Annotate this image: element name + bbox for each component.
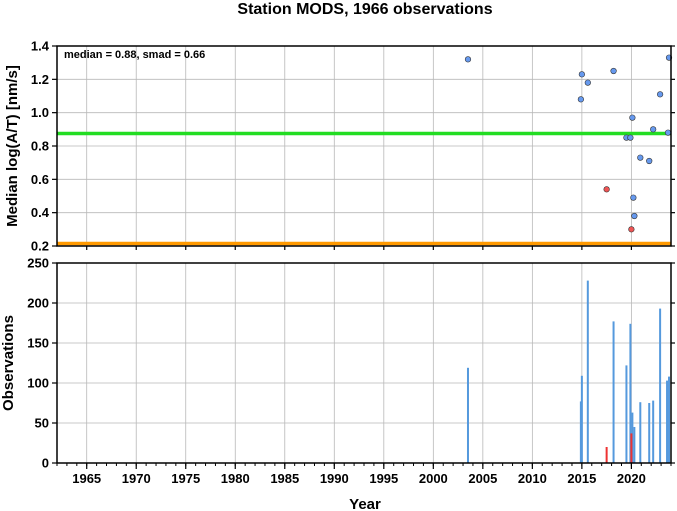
- y-tick-label: 100: [27, 376, 49, 391]
- y-tick-label: 0.4: [31, 205, 50, 220]
- observation-bar: [586, 280, 589, 463]
- top-panel: 0.2 0.4 0.6 0.8 1.0 1.2 1.4 median = 0.88, sma…: [4, 39, 675, 254]
- y-tick-label: 50: [35, 416, 49, 431]
- scatter-point: [464, 56, 472, 63]
- x-tick-label: 1980: [221, 471, 250, 486]
- y-tick-label: 0.2: [31, 239, 49, 254]
- observation-bar: [629, 323, 632, 463]
- bottom-x-ticks: 1965 1970 1975 1980 1985 1990 1995 2000 2005 2010…: [56, 463, 672, 486]
- top-reference-lines: [57, 131, 671, 246]
- observation-bar: [605, 447, 608, 463]
- y-tick-label: 200: [27, 296, 49, 311]
- top-y-ticks: 0.2 0.4 0.6 0.8 1.0 1.2 1.4: [31, 39, 675, 254]
- scatter-point: [628, 226, 635, 233]
- y-tick-label: 1.2: [31, 72, 49, 87]
- bottom-y-ticks: 0 50 100 150 200 250: [27, 256, 675, 471]
- scatter-point: [584, 79, 591, 86]
- scatter-point: [664, 129, 672, 136]
- scatter-point: [657, 91, 664, 98]
- scatter-point: [646, 157, 653, 165]
- observation-bar: [580, 375, 583, 463]
- observation-bar: [648, 403, 651, 463]
- scatter-point: [578, 71, 585, 78]
- x-tick-label: 1965: [72, 471, 101, 486]
- scatter-point: [631, 212, 638, 220]
- y-tick-label: 0: [42, 456, 49, 471]
- x-tick-label: 2000: [419, 471, 448, 486]
- y-tick-label: 1.4: [31, 39, 50, 54]
- top-y-axis-label: Median log(A/T) [nm/s]: [4, 65, 21, 227]
- x-tick-label: 1995: [369, 471, 398, 486]
- bottom-frame: [56, 262, 672, 464]
- observation-bar: [639, 402, 642, 463]
- y-tick-label: 250: [27, 256, 49, 271]
- bottom-y-axis-label: Observations: [0, 315, 17, 411]
- observation-bar: [666, 380, 669, 463]
- x-axis-label: Year: [349, 496, 381, 511]
- top-grid: [57, 45, 671, 247]
- x-tick-label: 2005: [468, 471, 497, 486]
- x-tick-label: 1990: [320, 471, 349, 486]
- chart-title: Station MODS, 1966 observations: [237, 1, 492, 18]
- scatter-point: [603, 186, 610, 193]
- stats-annotation: median = 0.88, smad = 0.66: [64, 49, 205, 61]
- observation-bar: [625, 365, 628, 463]
- top-scatter-points: [464, 54, 673, 233]
- scatter-point: [610, 67, 617, 75]
- bottom-grid: [57, 262, 671, 464]
- scatter-point: [630, 194, 637, 201]
- x-tick-label: 1985: [270, 471, 299, 486]
- observation-bar: [668, 376, 671, 463]
- observation-bar: [630, 433, 633, 463]
- bottom-panel: 0 50 100 150 200 250 1965 1970 1975 1980 1985 1990…: [0, 256, 675, 511]
- x-tick-label: 1970: [122, 471, 151, 486]
- y-tick-label: 0.8: [31, 139, 49, 154]
- observation-bar: [612, 321, 615, 463]
- scatter-point: [650, 126, 657, 133]
- y-tick-label: 1.0: [31, 105, 49, 120]
- observation-bar: [659, 308, 662, 463]
- x-tick-label: 1975: [171, 471, 200, 486]
- scatter-point: [637, 154, 644, 161]
- scatter-point: [577, 96, 584, 103]
- y-tick-label: 150: [27, 336, 49, 351]
- bottom-bars: [466, 280, 671, 463]
- observation-bar: [466, 367, 469, 463]
- x-tick-label: 2010: [518, 471, 547, 486]
- y-tick-label: 0.6: [31, 172, 49, 187]
- observation-bar: [652, 400, 655, 463]
- scatter-point: [629, 114, 636, 121]
- x-tick-label: 2015: [567, 471, 596, 486]
- x-tick-label: 2020: [617, 471, 646, 486]
- observation-bar: [633, 427, 636, 463]
- scatter-point: [627, 134, 634, 141]
